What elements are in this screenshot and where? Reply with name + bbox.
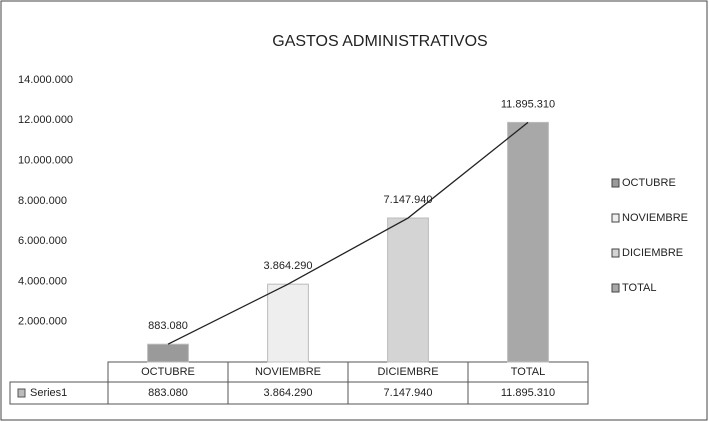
y-tick-label: 14.000.000 [18, 74, 73, 86]
y-tick-label: 8.000.000 [18, 195, 67, 207]
y-tick-label: 4.000.000 [18, 275, 67, 287]
table-cell: 3.864.290 [264, 387, 313, 399]
legend-swatch [611, 248, 620, 258]
legend-label: DICIEMBRE [622, 247, 683, 259]
table-row-header [9, 381, 109, 405]
legend-swatch [611, 178, 620, 188]
y-tick-label: 10.000.000 [18, 154, 73, 166]
x-tick-label: TOTAL [511, 366, 545, 378]
legend-label: OCTUBRE [622, 177, 676, 189]
bar [267, 283, 309, 363]
x-tick-label: NOVIEMBRE [255, 366, 321, 378]
legend-swatch [611, 213, 620, 223]
value-label: 3.864.290 [264, 260, 313, 272]
value-label: 883.080 [148, 320, 188, 332]
series-label: Series1 [30, 387, 67, 399]
value-label: 11.895.310 [501, 98, 555, 110]
chart-title: GASTOS ADMINISTRATIVOS [272, 33, 487, 50]
legend-label: NOVIEMBRE [622, 212, 688, 224]
bar [507, 121, 549, 363]
legend-swatch [611, 283, 620, 293]
y-tick-label: 2.000.000 [18, 316, 67, 328]
value-label: 7.147.940 [384, 194, 433, 206]
series-key [17, 388, 26, 398]
x-tick-label: DICIEMBRE [377, 366, 438, 378]
table-cell: 11.895.310 [501, 387, 555, 399]
y-tick-label: 12.000.000 [18, 114, 73, 126]
line [167, 121, 529, 345]
legend-label: TOTAL [622, 282, 656, 294]
table-cell: 7.147.940 [384, 387, 433, 399]
bar [387, 217, 429, 363]
y-tick-label: 6.000.000 [18, 235, 67, 247]
x-tick-label: OCTUBRE [141, 366, 195, 378]
table-cell: 883.080 [148, 387, 188, 399]
bar [147, 343, 189, 363]
